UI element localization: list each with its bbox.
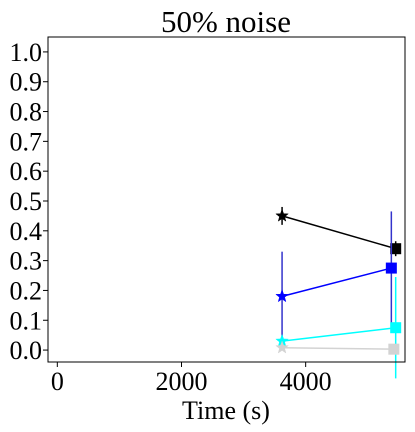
plot-frame bbox=[47, 36, 406, 363]
x-tick-label: 2000 bbox=[155, 367, 207, 396]
y-axis: 0.00.10.20.30.40.50.60.70.80.91.0 bbox=[10, 38, 48, 365]
x-axis-label: Time (s) bbox=[182, 396, 270, 425]
y-tick-label: 0.1 bbox=[10, 306, 43, 335]
series-line bbox=[281, 215, 396, 250]
y-tick-label: 1.0 bbox=[10, 38, 43, 67]
series-layer bbox=[275, 206, 402, 379]
y-tick-label: 0.4 bbox=[10, 217, 43, 246]
series-line bbox=[281, 267, 392, 298]
x-tick-label: 4000 bbox=[280, 367, 332, 396]
y-tick-label: 0.2 bbox=[10, 276, 43, 305]
series-line bbox=[281, 326, 396, 342]
chart-title: 50% noise bbox=[161, 4, 291, 39]
square-marker bbox=[390, 322, 402, 334]
y-tick-label: 0.7 bbox=[10, 127, 43, 156]
x-tick-label: 0 bbox=[51, 367, 64, 396]
series-2 bbox=[275, 277, 402, 379]
square-marker bbox=[388, 343, 400, 355]
series-3 bbox=[275, 340, 400, 355]
y-tick-label: 0.3 bbox=[10, 247, 43, 276]
x-axis: 0 2000 4000 bbox=[51, 362, 332, 396]
series-line bbox=[282, 346, 394, 350]
y-tick-label: 0.9 bbox=[10, 68, 43, 97]
series-0 bbox=[275, 206, 402, 257]
star-marker bbox=[275, 208, 289, 222]
square-marker bbox=[385, 262, 397, 274]
y-tick-label: 0.8 bbox=[10, 98, 43, 127]
star-marker bbox=[275, 289, 289, 303]
y-tick-label: 0.0 bbox=[10, 336, 43, 365]
y-tick-label: 0.6 bbox=[10, 157, 43, 186]
y-tick-label: 0.5 bbox=[10, 187, 43, 216]
series-1 bbox=[275, 211, 397, 342]
star-marker bbox=[275, 340, 289, 354]
square-marker bbox=[390, 243, 402, 255]
